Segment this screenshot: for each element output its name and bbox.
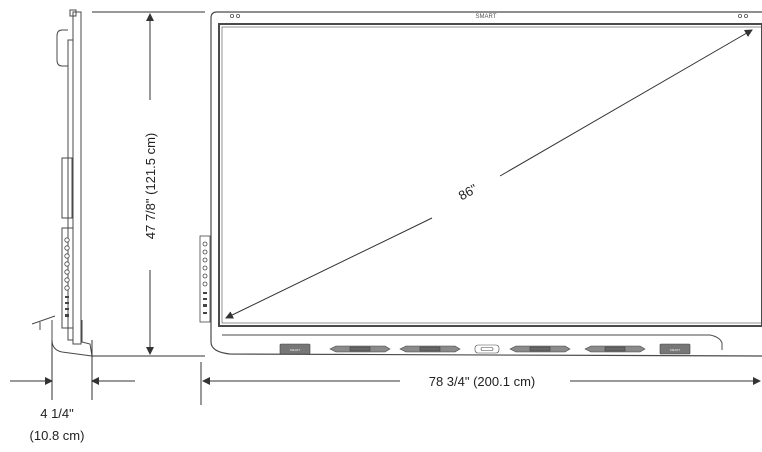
brand-logo: SMART bbox=[476, 14, 497, 20]
tray-button-left[interactable]: SMART bbox=[279, 343, 311, 355]
side-view-ports bbox=[65, 296, 69, 317]
side-view-foot bbox=[51, 320, 93, 357]
side-view bbox=[31, 9, 93, 357]
diagonal-arrow-lower bbox=[225, 217, 433, 319]
height-dimension bbox=[92, 11, 205, 357]
side-view-top-bracket bbox=[69, 9, 77, 17]
pen-3[interactable] bbox=[509, 345, 571, 353]
side-view-buttons bbox=[64, 237, 70, 291]
pen-4[interactable] bbox=[584, 345, 646, 353]
diagonal-arrow-upper bbox=[499, 29, 753, 177]
side-view-panel bbox=[72, 11, 82, 345]
tray-button-left-label: SMART bbox=[290, 348, 301, 352]
tray-button-right-label: SMART bbox=[670, 348, 681, 352]
diagonal-label: 86" bbox=[456, 181, 480, 204]
front-control-strip bbox=[199, 235, 211, 323]
side-view-antenna bbox=[31, 315, 56, 325]
side-view-mount bbox=[61, 157, 73, 219]
front-corner-sensors bbox=[229, 13, 749, 18]
pen-1[interactable] bbox=[329, 345, 391, 353]
width-label: 78 3/4" (200.1 cm) bbox=[429, 374, 536, 389]
side-view-back-plate bbox=[67, 39, 74, 341]
front-screen bbox=[218, 23, 762, 327]
depth-dimension bbox=[10, 340, 135, 400]
width-dimension bbox=[200, 362, 761, 405]
height-label: 47 7/8" (121.5 cm) bbox=[143, 133, 158, 240]
front-bezel bbox=[210, 11, 762, 357]
tray-button-right[interactable]: SMART bbox=[659, 343, 691, 355]
front-screen-inner bbox=[221, 26, 762, 324]
front-view bbox=[210, 11, 762, 357]
depth-label-line2: (10.8 cm) bbox=[30, 428, 85, 443]
pen-2[interactable] bbox=[399, 345, 461, 353]
side-view-handle bbox=[56, 29, 68, 67]
front-control-ports bbox=[203, 292, 207, 314]
pen-tray bbox=[222, 334, 723, 350]
diagonal-dimension bbox=[225, 29, 753, 319]
depth-label-line1: 4 1/4" bbox=[40, 406, 74, 421]
eraser[interactable] bbox=[474, 344, 500, 354]
side-view-connector-strip bbox=[61, 227, 74, 329]
